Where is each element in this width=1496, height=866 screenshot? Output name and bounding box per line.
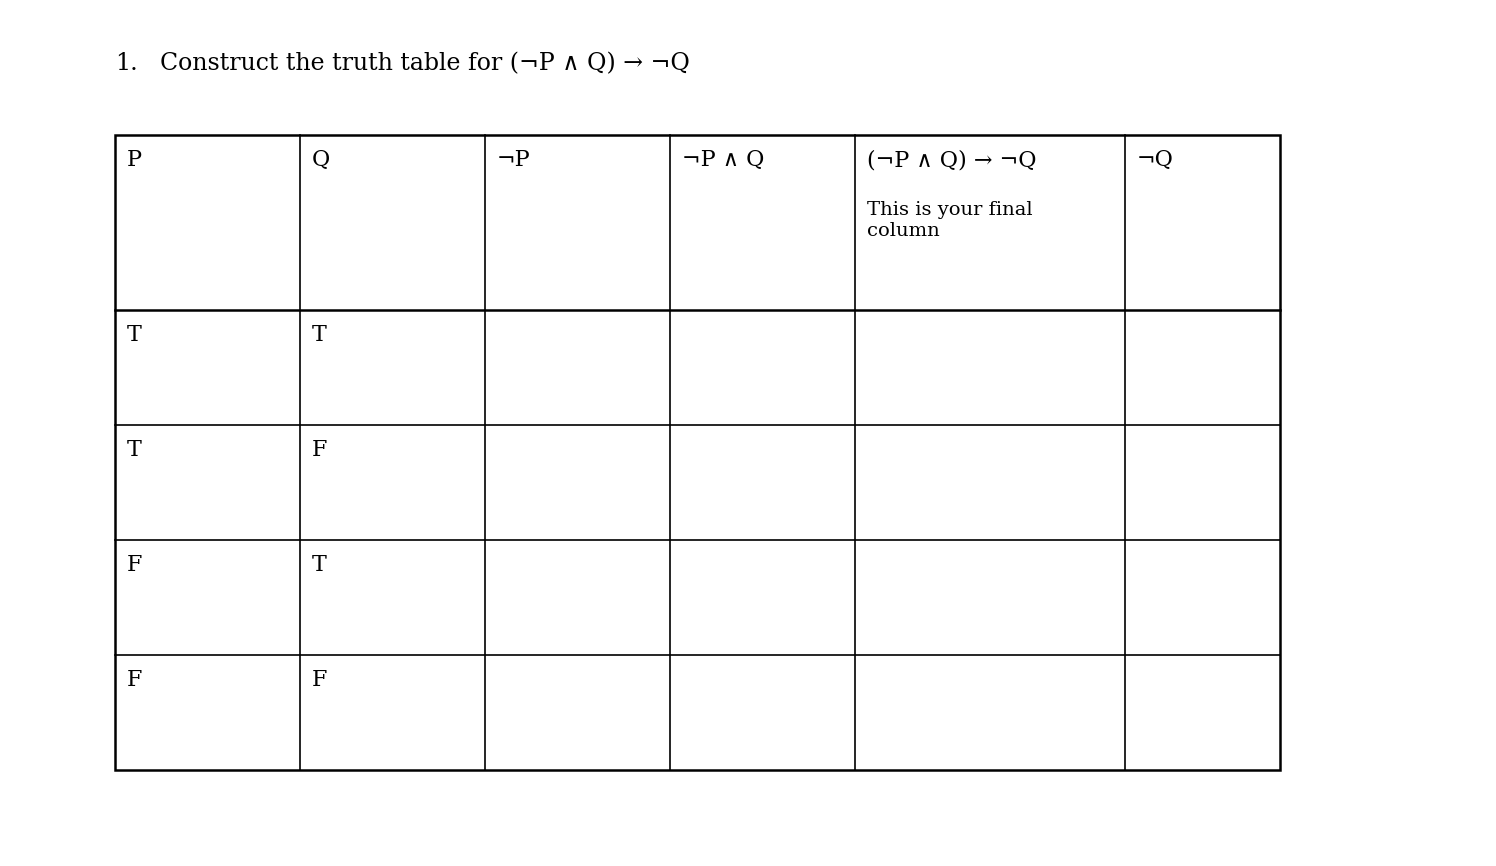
Text: T: T (127, 324, 142, 346)
Text: P: P (127, 149, 142, 171)
Text: ¬Q: ¬Q (1137, 149, 1174, 171)
Text: ¬P ∧ Q: ¬P ∧ Q (682, 149, 764, 171)
Text: F: F (313, 439, 328, 461)
Text: (¬P ∧ Q) → ¬Q: (¬P ∧ Q) → ¬Q (868, 149, 1037, 171)
Text: Q: Q (313, 149, 331, 171)
Text: Construct the truth table for (¬P ∧ Q) → ¬Q: Construct the truth table for (¬P ∧ Q) →… (160, 52, 690, 75)
Text: 1.: 1. (115, 52, 138, 75)
Text: F: F (127, 669, 142, 691)
Text: This is your final
column: This is your final column (868, 201, 1032, 240)
Text: T: T (313, 554, 326, 576)
Text: T: T (313, 324, 326, 346)
Text: F: F (127, 554, 142, 576)
Text: F: F (313, 669, 328, 691)
Text: T: T (127, 439, 142, 461)
Bar (115, 135, 1281, 770)
Text: ¬P: ¬P (497, 149, 531, 171)
